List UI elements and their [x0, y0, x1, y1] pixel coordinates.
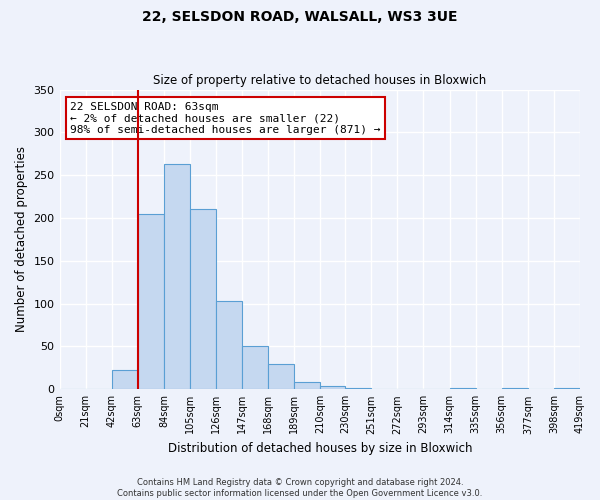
Bar [216, 301, 242, 390]
Bar [164, 164, 190, 390]
Text: 22 SELSDON ROAD: 63sqm
← 2% of detached houses are smaller (22)
98% of semi-deta: 22 SELSDON ROAD: 63sqm ← 2% of detached … [70, 102, 380, 134]
Bar [502, 388, 528, 390]
Text: 22, SELSDON ROAD, WALSALL, WS3 3UE: 22, SELSDON ROAD, WALSALL, WS3 3UE [142, 10, 458, 24]
Bar [242, 346, 268, 390]
Bar [112, 370, 138, 390]
Bar [554, 388, 580, 390]
Bar [138, 214, 164, 390]
Text: Contains HM Land Registry data © Crown copyright and database right 2024.
Contai: Contains HM Land Registry data © Crown c… [118, 478, 482, 498]
X-axis label: Distribution of detached houses by size in Bloxwich: Distribution of detached houses by size … [167, 442, 472, 455]
Bar [190, 208, 216, 390]
Bar [449, 388, 476, 390]
Title: Size of property relative to detached houses in Bloxwich: Size of property relative to detached ho… [153, 74, 487, 87]
Bar [320, 386, 345, 390]
Bar [295, 382, 320, 390]
Y-axis label: Number of detached properties: Number of detached properties [15, 146, 28, 332]
Bar [268, 364, 295, 390]
Bar [345, 388, 371, 390]
